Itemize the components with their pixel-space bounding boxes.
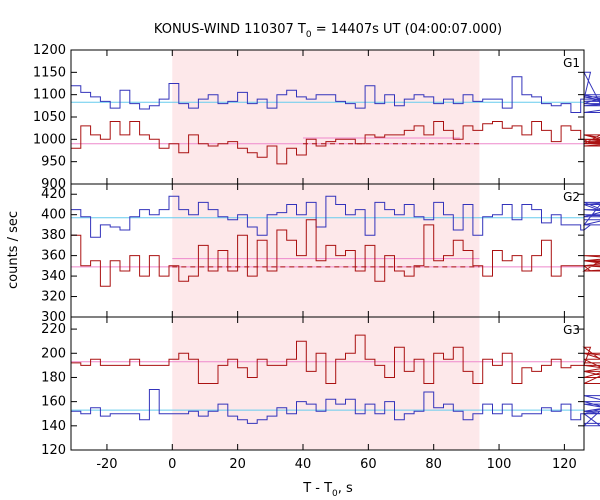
plot-layer: 90095010001050110011501200G1300320340360… bbox=[33, 43, 600, 472]
y-tick-label: 1200 bbox=[33, 43, 66, 58]
y-axis-title: counts / sec bbox=[6, 211, 21, 289]
panel-g3: 120 140 160 180 200 220 G3 bbox=[41, 316, 600, 458]
y-tick-label: 1000 bbox=[33, 132, 66, 147]
panel-frame bbox=[70, 316, 585, 451]
x-tick-label: 120 bbox=[552, 457, 577, 472]
x-axis-title: T - T0, s bbox=[302, 481, 353, 499]
y-tick-label: 340 bbox=[41, 269, 66, 284]
x-tick-label: 0 bbox=[168, 457, 176, 472]
panel-label: G3 bbox=[563, 323, 580, 337]
lower-series bbox=[71, 219, 600, 287]
y-tick-label: 160 bbox=[41, 395, 66, 410]
y-tick-label: 380 bbox=[41, 228, 66, 243]
upper-series bbox=[71, 195, 600, 238]
y-tick-label: 180 bbox=[41, 370, 66, 385]
y-tick-label: 200 bbox=[41, 346, 66, 361]
x-tick-label: 40 bbox=[295, 457, 312, 472]
y-tick-label: 1150 bbox=[33, 65, 66, 80]
y-tick-label: 950 bbox=[41, 155, 66, 170]
y-tick-label: 420 bbox=[41, 187, 66, 202]
upper-series bbox=[71, 71, 600, 113]
y-tick-label: 400 bbox=[41, 208, 66, 223]
y-tick-label: 220 bbox=[41, 322, 66, 337]
y-tick-label: 300 bbox=[41, 310, 66, 325]
x-tick-label: 80 bbox=[425, 457, 442, 472]
x-tick-label: 20 bbox=[229, 457, 246, 472]
panel-label: G1 bbox=[563, 56, 580, 70]
y-tick-label: 360 bbox=[41, 249, 66, 264]
y-tick-label: 320 bbox=[41, 290, 66, 305]
chart-title: KONUS-WIND 110307 T0 = 14407s UT (04:00:… bbox=[154, 22, 502, 40]
y-tick-label: 900 bbox=[41, 177, 66, 192]
y-tick-label: 1050 bbox=[33, 110, 66, 125]
x-tick-label: 100 bbox=[487, 457, 512, 472]
x-tick-label: 60 bbox=[360, 457, 377, 472]
y-tick-label: 140 bbox=[41, 419, 66, 434]
y-tick-label: 120 bbox=[41, 443, 66, 458]
lower-series bbox=[71, 334, 600, 384]
y-tick-label: 1100 bbox=[33, 88, 66, 103]
x-tick-label: -20 bbox=[96, 457, 117, 472]
panel-label: G2 bbox=[563, 190, 580, 204]
